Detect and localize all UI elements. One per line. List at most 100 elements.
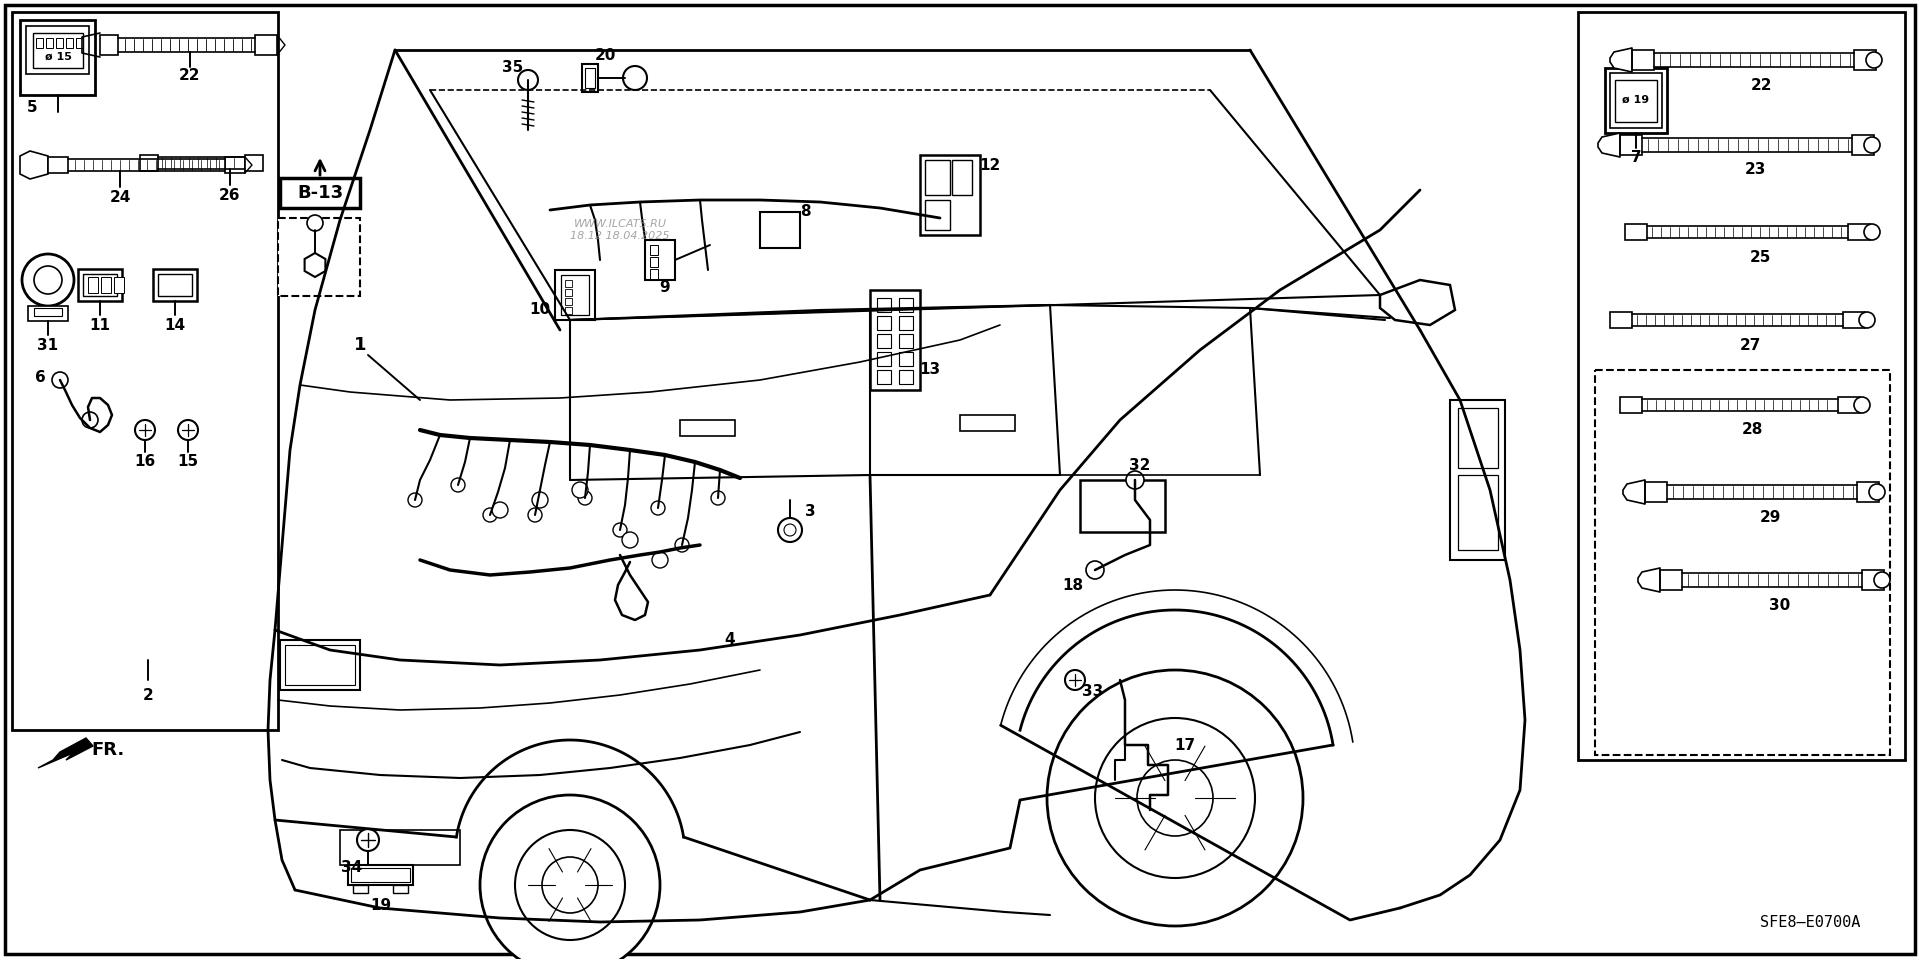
Bar (157, 274, 192, 296)
Bar (348, 865, 413, 885)
Circle shape (1046, 670, 1304, 926)
Circle shape (1866, 52, 1882, 68)
Bar (1079, 480, 1165, 532)
Text: 4: 4 (724, 633, 735, 647)
Bar (564, 280, 572, 287)
Text: WWW.ILCATS.RU
18.12 18.04.2025: WWW.ILCATS.RU 18.12 18.04.2025 (570, 220, 670, 241)
Circle shape (532, 492, 547, 508)
Bar (877, 370, 891, 384)
Text: SFE8—E0700A: SFE8—E0700A (1759, 915, 1860, 930)
Circle shape (1137, 760, 1213, 836)
Polygon shape (1611, 48, 1632, 72)
Bar (100, 35, 117, 55)
Bar (870, 290, 920, 390)
Bar (351, 868, 411, 882)
Circle shape (21, 254, 75, 306)
Bar (760, 212, 801, 248)
Circle shape (515, 830, 626, 940)
Text: 22: 22 (1751, 78, 1772, 92)
Text: 34: 34 (342, 860, 363, 876)
Text: 26: 26 (219, 188, 240, 202)
Bar (12, 12, 278, 730)
Text: ø 15: ø 15 (44, 52, 71, 62)
Text: 15: 15 (177, 455, 198, 470)
Text: 33: 33 (1083, 685, 1104, 699)
Bar (651, 245, 659, 255)
Bar (877, 298, 891, 312)
Bar (1843, 312, 1864, 328)
Circle shape (1874, 572, 1889, 588)
Circle shape (622, 66, 647, 90)
Text: ø 19: ø 19 (1622, 95, 1649, 105)
Text: 31: 31 (36, 338, 60, 353)
Bar (1620, 397, 1642, 413)
Text: 28: 28 (1741, 423, 1763, 437)
Bar (1661, 570, 1682, 590)
Bar (88, 277, 98, 293)
Text: 30: 30 (1770, 597, 1791, 613)
Text: 11: 11 (90, 317, 111, 333)
Bar (29, 306, 67, 321)
Bar (1853, 135, 1874, 155)
Text: 23: 23 (1743, 162, 1766, 177)
Text: FR.: FR. (92, 741, 125, 759)
Bar (651, 269, 659, 279)
Bar (645, 240, 676, 280)
Bar (1596, 370, 1889, 755)
Circle shape (783, 524, 797, 536)
Circle shape (541, 857, 597, 913)
Circle shape (1087, 561, 1104, 579)
Bar (255, 35, 276, 55)
Circle shape (528, 508, 541, 522)
Text: 10: 10 (530, 302, 551, 317)
Bar (33, 33, 83, 68)
Polygon shape (1622, 480, 1645, 504)
Bar (113, 277, 125, 293)
Bar (1645, 482, 1667, 502)
Bar (340, 830, 461, 865)
Bar (140, 155, 157, 171)
Text: 9: 9 (660, 280, 670, 295)
Text: 2: 2 (142, 688, 154, 703)
Bar (65, 38, 73, 48)
Bar (952, 160, 972, 195)
Circle shape (1855, 397, 1870, 413)
Text: 14: 14 (165, 317, 186, 333)
Polygon shape (1597, 133, 1620, 157)
Bar (154, 269, 198, 301)
Polygon shape (19, 151, 48, 179)
Circle shape (1864, 224, 1880, 240)
Text: 7: 7 (1630, 151, 1642, 166)
Circle shape (612, 523, 628, 537)
Circle shape (518, 70, 538, 90)
Text: 35: 35 (503, 60, 524, 76)
Bar (77, 38, 83, 48)
Bar (280, 178, 361, 208)
Text: 20: 20 (595, 49, 616, 63)
Bar (555, 270, 595, 320)
Circle shape (1125, 471, 1144, 489)
Bar (877, 334, 891, 348)
Bar (35, 308, 61, 316)
Bar (564, 289, 572, 296)
Circle shape (451, 478, 465, 492)
Text: 19: 19 (371, 898, 392, 913)
Bar (1578, 12, 1905, 760)
Bar (899, 298, 914, 312)
Bar (564, 298, 572, 305)
Bar (899, 334, 914, 348)
Bar (56, 38, 63, 48)
Text: 17: 17 (1175, 737, 1196, 753)
Bar (1457, 475, 1498, 550)
Text: 29: 29 (1759, 509, 1780, 525)
Bar (36, 38, 42, 48)
Bar (83, 274, 117, 296)
Text: 25: 25 (1749, 249, 1770, 265)
Bar (1847, 224, 1870, 240)
Circle shape (1094, 718, 1256, 878)
Circle shape (651, 501, 664, 515)
Bar (353, 885, 369, 893)
Circle shape (653, 552, 668, 568)
Text: 1: 1 (353, 336, 367, 354)
Circle shape (622, 532, 637, 548)
